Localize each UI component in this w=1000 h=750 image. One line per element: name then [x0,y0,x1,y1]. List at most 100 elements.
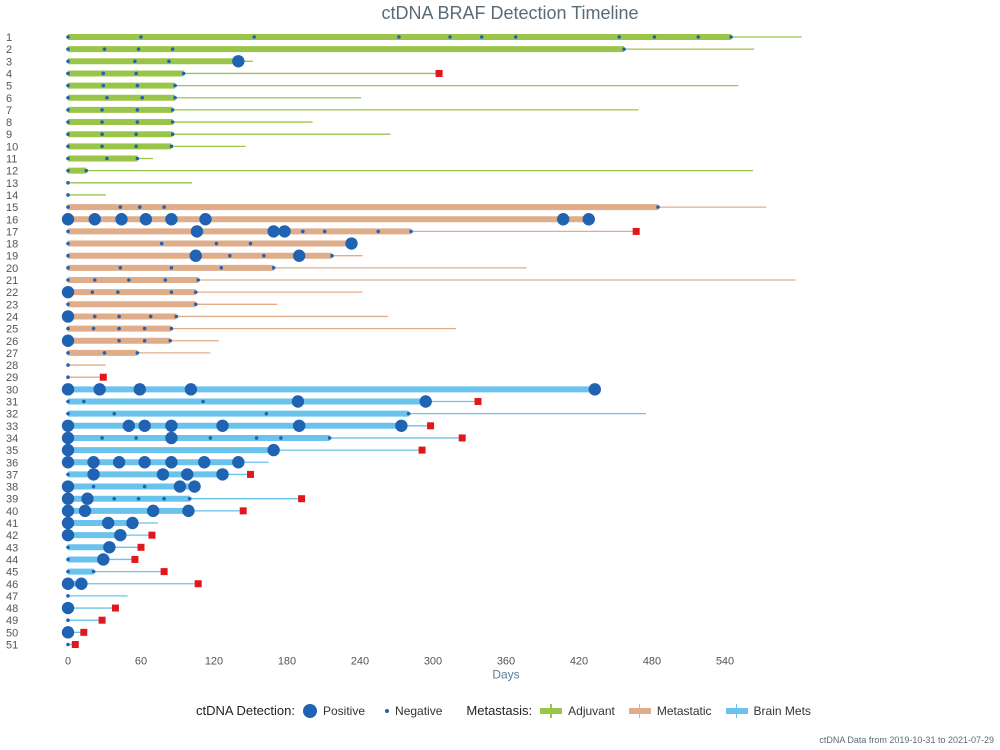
y-tick-label: 11 [6,154,17,166]
negative-point [91,569,96,574]
x-tick-label: 540 [716,656,734,668]
negative-point [163,278,168,282]
positive-dot-icon [303,703,317,718]
legend-item-negative: Negative [379,704,442,718]
negative-point [66,144,70,149]
negative-point [169,326,174,331]
negative-point [66,47,70,51]
negative-point [105,95,109,100]
x-tick-label: 120 [205,656,223,668]
negative-point [66,278,70,282]
negative-point [66,120,70,124]
negative-point [118,205,123,209]
positive-point [75,577,88,590]
positive-point [232,456,245,469]
negative-point [168,338,172,343]
positive-point [81,492,94,505]
y-tick-label: 51 [6,640,18,652]
event-marker [71,641,79,648]
negative-point [66,132,70,136]
negative-point [66,108,70,112]
negative-point [162,496,166,501]
negative-point [66,83,70,88]
negative-point [100,132,104,136]
negative-point [193,290,198,294]
event-marker [458,434,466,442]
y-tick-label: 5 [6,81,12,93]
negative-point [66,411,70,416]
negative-point [66,557,70,562]
positive-point [278,225,291,238]
y-tick-label: 49 [6,615,18,627]
negative-point [170,120,175,124]
event-marker [99,373,107,381]
negative-point [66,266,70,270]
y-tick-label: 47 [6,591,18,603]
negative-point [105,156,109,161]
positive-point [267,443,280,457]
negative-point [479,35,484,39]
positive-point [198,456,211,469]
positive-point [115,213,128,226]
negative-point [136,496,141,501]
positive-point [61,504,75,518]
negative-point [622,47,626,51]
x-axis-title: Days [492,668,519,682]
y-tick-label: 1 [6,32,12,44]
positive-point [232,55,245,68]
positive-point [97,553,110,566]
negative-point [66,363,70,367]
negative-point [271,266,276,270]
y-tick-label: 4 [6,68,12,80]
positive-point [267,225,280,238]
adjuvant-line-icon [540,703,563,718]
positive-point [291,395,305,408]
y-tick-label: 36 [6,457,18,469]
negative-point [214,241,219,246]
event-marker [239,507,247,515]
y-tick-label: 21 [6,275,18,287]
y-tick-label: 25 [6,324,18,336]
legend-metastasis-title: Metastasis: [466,703,533,718]
y-tick-label: 9 [6,129,12,141]
positive-point [395,419,408,432]
negative-point [66,399,70,404]
negative-point [66,205,70,209]
positive-point [165,456,178,469]
y-tick-label: 23 [6,299,18,311]
negative-point [117,314,121,319]
y-tick-label: 28 [6,360,18,372]
y-tick-label: 32 [6,409,18,421]
negative-point [136,47,141,51]
event-marker [80,628,88,636]
positive-point [582,213,595,226]
negative-point [169,290,174,294]
event-marker [131,555,139,563]
y-tick-label: 2 [6,44,12,56]
negative-point [279,436,283,440]
positive-point [182,504,195,518]
y-tick-label: 27 [6,348,18,360]
positive-point [88,213,101,226]
event-marker [632,227,640,235]
negative-point [66,35,70,39]
y-tick-label: 8 [6,117,12,129]
y-tick-label: 29 [6,372,18,384]
positive-point [184,383,198,396]
y-tick-label: 45 [6,567,18,579]
negative-point [100,120,104,124]
negative-point [142,326,147,331]
negative-point [219,266,224,270]
y-tick-label: 16 [6,214,18,226]
negative-point [66,594,70,598]
negative-point [170,47,175,51]
negative-point [135,83,140,88]
negative-point [729,35,733,39]
y-tick-label: 7 [6,105,12,117]
legend: ctDNA Detection: Positive Negative Metas… [196,703,825,718]
positive-point [61,383,75,396]
negative-point [135,120,140,124]
y-tick-label: 6 [6,93,12,105]
x-tick-label: 60 [135,656,147,668]
